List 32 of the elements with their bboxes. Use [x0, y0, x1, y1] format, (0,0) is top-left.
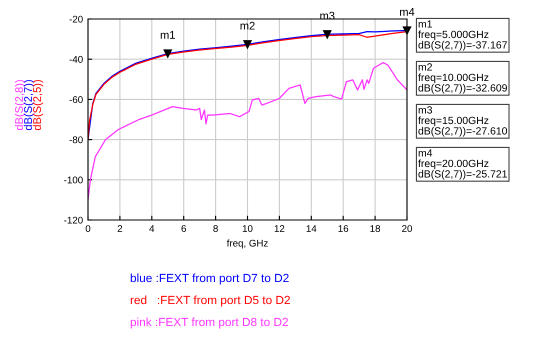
x-tick-label: 4: [149, 225, 154, 232]
x-tick-label: 10: [242, 225, 253, 232]
x-tick-label: 16: [338, 225, 348, 232]
text: dB(S(2,7)): [24, 80, 34, 130]
annotation: m4: [400, 8, 414, 16]
annotation: m2: [240, 22, 255, 30]
text: dB(S(2,8)): [14, 80, 26, 130]
text: red :FEXT from port D5 to D2: [130, 295, 290, 307]
text: m3 freq=15.00GHz dB(S(2,7))=-27.610: [418, 106, 508, 137]
line-series: [88, 62, 407, 201]
x-tick-label: 8: [213, 225, 218, 232]
annotation: m1: [160, 31, 175, 39]
y-tick-label: -40: [70, 56, 83, 63]
x-tick-label: 18: [370, 225, 380, 232]
x-tick-label: 12: [274, 225, 284, 232]
text: dB(S(2,5)): [32, 80, 44, 130]
x-tick-label: 6: [181, 225, 186, 232]
text: m4 freq=20.00GHz dB(S(2,7))=-25.721: [418, 149, 507, 180]
y-tick-label: -20: [70, 16, 83, 23]
x-tick-label: 0: [86, 225, 90, 232]
text: m1 freq=5.000GHz dB(S(2,7))=-37.167: [418, 20, 507, 51]
y-tick-label: -100: [64, 176, 83, 184]
y-tick-label: -60: [70, 96, 83, 104]
x-tick-label: 2: [118, 225, 122, 232]
y-tick-label: -120: [64, 216, 83, 224]
y-tick-label: -80: [70, 136, 83, 144]
text: pink :FEXT from port D8 to D2: [130, 317, 288, 329]
x-tick-label: 14: [306, 225, 316, 232]
text: blue :FEXT from port D7 to D2: [130, 273, 289, 285]
x-axis-title: freq, GHz: [226, 239, 268, 249]
text: m2 freq=10.00GHz dB(S(2,7))=-32.609: [418, 63, 507, 94]
x-tick-label: 20: [402, 225, 412, 232]
